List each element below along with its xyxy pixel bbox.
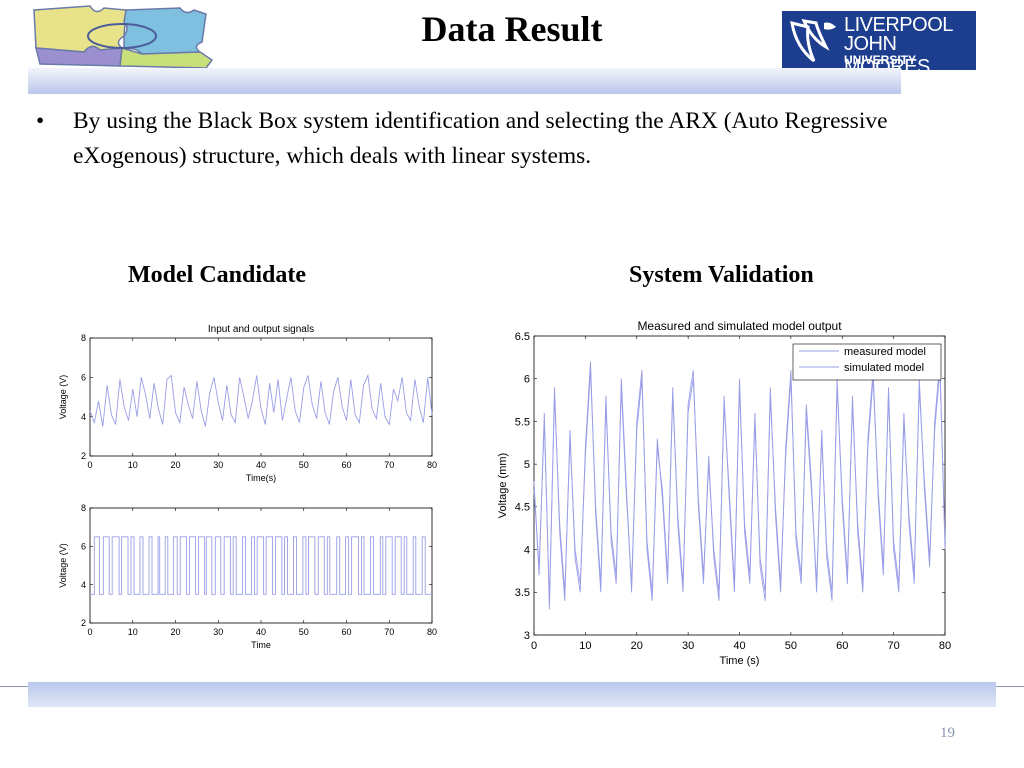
validation-series-line-1 (533, 370, 946, 601)
input-signal-x-label: Time (251, 640, 271, 650)
output-signal-y-tick-label: 4 (81, 412, 86, 422)
validation-y-tick-label: 5.5 (515, 416, 530, 428)
output-signal-y-tick-label: 2 (81, 451, 86, 461)
input-signal-x-tick-label: 80 (427, 627, 437, 637)
output-signal-y-tick-label: 6 (81, 372, 86, 382)
output-signal-x-tick-label: 30 (213, 460, 223, 470)
input-signal-y-tick-label: 6 (81, 541, 86, 551)
slide-title: Data Result (421, 9, 603, 49)
ljmu-logo-line1: LIVERPOOL (844, 14, 953, 36)
input-signal-y-tick-label: 2 (81, 618, 86, 628)
output-signal-x-tick-label: 70 (384, 460, 394, 470)
output-signal-x-tick-label: 10 (128, 460, 138, 470)
validation-x-tick-label: 80 (939, 640, 951, 652)
input-signal-y-label: Voltage (V) (58, 543, 68, 588)
validation-legend-label-1: simulated model (844, 362, 924, 374)
validation-x-tick-label: 50 (785, 640, 797, 652)
input-signal-x-tick-label: 20 (170, 627, 180, 637)
ljmu-logo: LIVERPOOL JOHN MOORES UNIVERSITY (782, 11, 976, 78)
ljmu-logo-line3: UNIVERSITY (844, 53, 917, 67)
validation-x-label: Time (s) (720, 655, 760, 667)
output-signal-line (89, 373, 433, 427)
validation-y-tick-label: 5 (524, 459, 530, 471)
input-signal-x-tick-label: 0 (87, 627, 92, 637)
input-signal-x-tick-label: 30 (213, 627, 223, 637)
validation-x-tick-label: 20 (631, 640, 643, 652)
validation-y-tick-label: 4 (524, 544, 530, 556)
puzzle-logo (30, 2, 215, 70)
validation-y-tick-label: 3.5 (515, 587, 530, 599)
puzzle-logo-graphic (33, 5, 214, 69)
validation-legend-label-0: measured model (844, 346, 926, 358)
input-signal-line (90, 536, 432, 595)
output-signal-x-label: Time(s) (246, 473, 276, 483)
bullet-text: By using the Black Box system identifica… (73, 108, 888, 169)
bullet-marker: • (36, 108, 45, 134)
input-signal-x-tick-label: 50 (299, 627, 309, 637)
header-band (28, 68, 901, 94)
measured-simulated-output-chart: 0 10 20 30 40 50 60 70 80 3 3.5 4 4.5 5 5.5 6 6.5 Measure… (497, 319, 951, 667)
footer-band (28, 682, 996, 707)
model-candidate-caption: Model Candidate (128, 262, 307, 288)
validation-x-tick-label: 70 (888, 640, 900, 652)
input-signal-x-tick-label: 70 (384, 627, 394, 637)
output-signal-title: Input and output signals (208, 324, 314, 335)
page-number: 19 (940, 725, 955, 741)
validation-x-tick-label: 40 (733, 640, 745, 652)
validation-y-tick-label: 6 (524, 374, 530, 386)
system-validation-caption: System Validation (629, 262, 814, 288)
output-signal-y-tick-label: 8 (81, 333, 86, 343)
output-signal-x-tick-label: 50 (299, 460, 309, 470)
validation-y-label: Voltage (mm) (497, 453, 509, 518)
validation-x-tick-label: 0 (531, 640, 537, 652)
validation-legend-box (792, 343, 942, 381)
input-signal-x-tick-label: 40 (256, 627, 266, 637)
output-signal-x-tick-label: 60 (341, 460, 351, 470)
validation-y-tick-label: 6.5 (515, 331, 530, 343)
input-signal-y-tick-label: 4 (81, 580, 86, 590)
liver-bird-icon (790, 19, 836, 63)
validation-x-tick-label: 30 (682, 640, 694, 652)
output-signal-x-tick-label: 80 (427, 460, 437, 470)
validation-y-tick-label: 4.5 (515, 502, 530, 514)
validation-title: Measured and simulated model output (637, 319, 842, 333)
output-signal-plot-frame (89, 337, 433, 457)
validation-x-tick-label: 10 (579, 640, 591, 652)
output-signal-x-tick-label: 40 (256, 460, 266, 470)
input-signal-x-tick-label: 10 (128, 627, 138, 637)
input-signal-plot-frame (89, 507, 433, 624)
output-signal-y-label: Voltage (V) (58, 375, 68, 420)
output-signal-x-tick-label: 20 (170, 460, 180, 470)
input-signal-y-tick-label: 8 (81, 503, 86, 513)
output-signal-x-tick-label: 0 (87, 460, 92, 470)
validation-y-tick-label: 3 (524, 630, 530, 642)
input-signal-x-tick-label: 60 (341, 627, 351, 637)
validation-x-tick-label: 60 (836, 640, 848, 652)
